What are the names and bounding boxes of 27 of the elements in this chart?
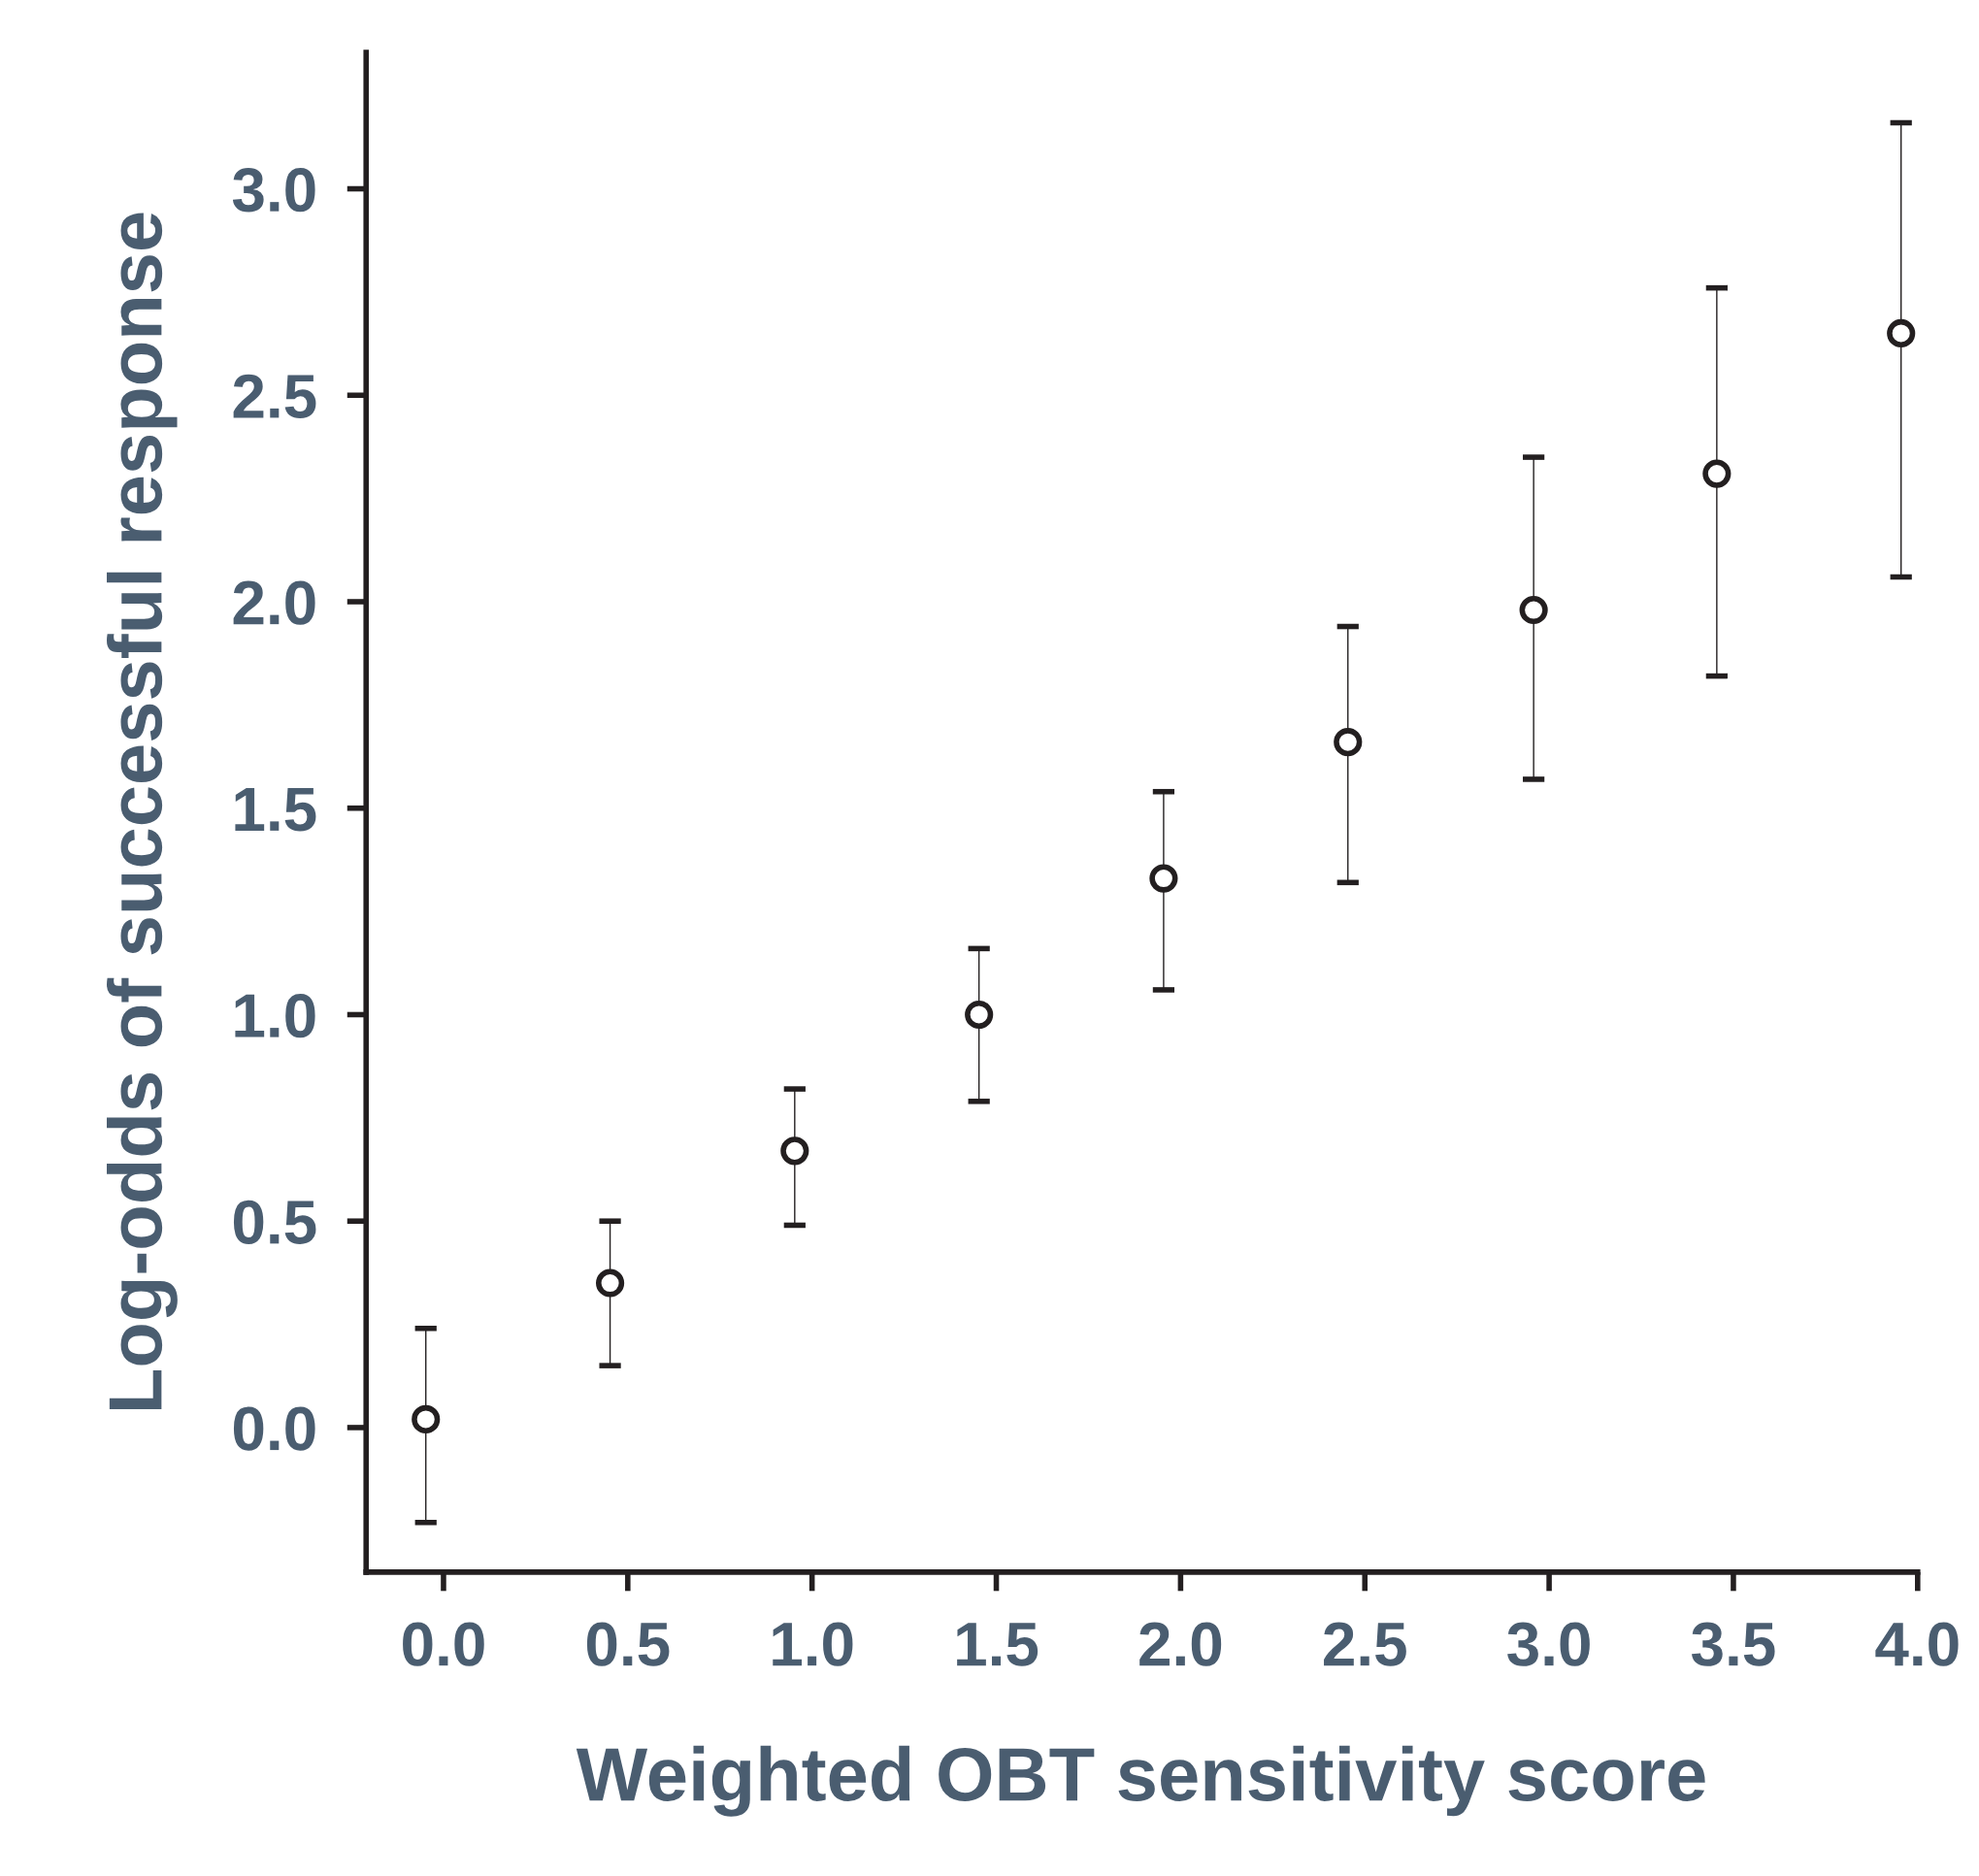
point: [780, 1136, 809, 1166]
x-tick-label: 0.5: [586, 1622, 670, 1666]
y-tick-label: 0.5: [233, 1200, 316, 1244]
x-tick-label: 2.5: [1324, 1622, 1406, 1666]
x-tick-label: 1.5: [957, 1623, 1039, 1666]
x-tick-label: 4.0: [1875, 1622, 1959, 1666]
point: [1702, 459, 1732, 488]
point: [1334, 728, 1363, 757]
y-tick-label: 3.0: [232, 168, 315, 213]
y-tick-label: 0.0: [233, 1406, 315, 1451]
point: [1887, 318, 1916, 348]
point: [412, 1404, 441, 1434]
x-tick-label: 3.5: [1692, 1622, 1775, 1666]
x-tick-label: 2.0: [1139, 1622, 1222, 1666]
y-tick-label: 2.5: [233, 374, 316, 419]
y-tick-label: 2.0: [233, 580, 315, 625]
y-tick-label: 1.0: [235, 994, 315, 1038]
y-axis-title: Log-odds of successful response: [107, 213, 178, 1409]
y-tick-label: 1.5: [235, 787, 316, 832]
x-tick-label: 0.0: [403, 1622, 484, 1666]
point: [1149, 864, 1178, 893]
point: [965, 1000, 994, 1030]
x-tick-label: 1.0: [773, 1622, 853, 1666]
x-tick-label: 3.0: [1507, 1622, 1590, 1666]
point: [1519, 595, 1548, 625]
point: [596, 1268, 625, 1298]
x-axis-title: Weighted OBT sensitivity score: [576, 1745, 1705, 1817]
